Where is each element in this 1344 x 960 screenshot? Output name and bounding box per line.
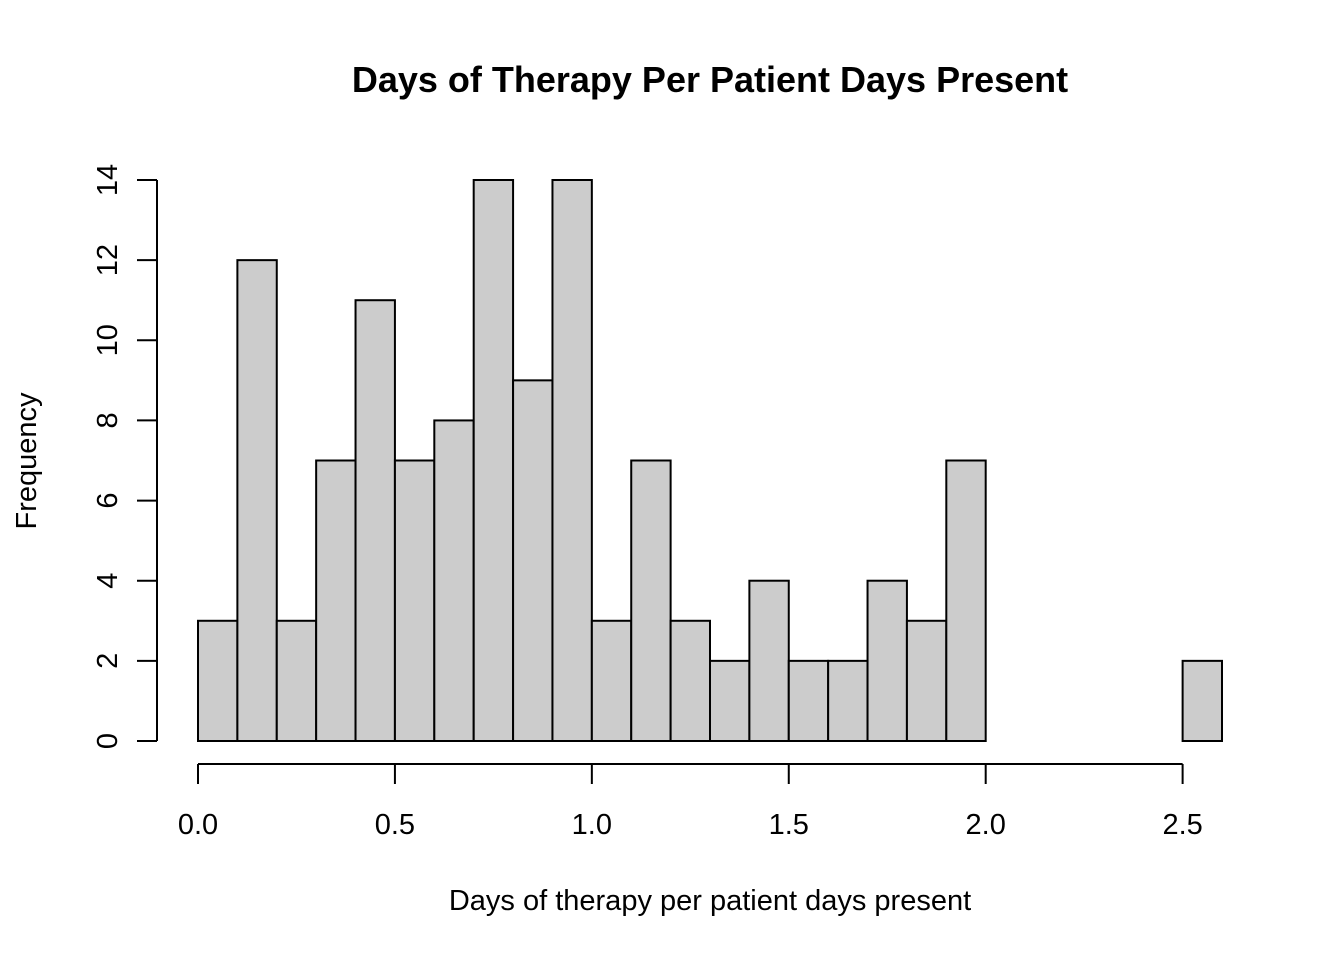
histogram-bar — [275, 619, 318, 742]
histogram-bar — [709, 659, 751, 742]
histogram-bar — [787, 659, 830, 742]
y-tick-label: 6 — [92, 493, 124, 509]
y-tick-label: 14 — [92, 164, 124, 196]
histogram-bar — [905, 619, 948, 742]
histogram-bar — [512, 379, 554, 742]
histogram-bar — [630, 459, 672, 742]
x-tick-label: 0.5 — [375, 809, 415, 841]
x-tick-label: 1.0 — [572, 809, 612, 841]
histogram-bar — [393, 459, 436, 742]
bars-group — [197, 179, 1223, 743]
x-tick-label: 1.5 — [769, 809, 809, 841]
x-axis-label: Days of therapy per patient days present — [449, 885, 971, 917]
chart-title: Days of Therapy Per Patient Days Present — [352, 59, 1068, 100]
histogram-bar — [590, 619, 633, 742]
histogram-bar — [315, 459, 357, 742]
histogram-bar — [748, 579, 790, 743]
histogram-bar — [472, 179, 515, 742]
histogram-bar — [827, 659, 869, 742]
y-tick-label: 10 — [92, 324, 124, 356]
histogram-bar — [197, 619, 239, 742]
x-axis: 0.0 0.5 1.0 1.5 2.0 2.5 — [178, 763, 1203, 841]
y-tick-label: 2 — [92, 653, 124, 669]
y-axis: 0 2 4 6 8 10 12 14 — [92, 164, 158, 749]
y-axis-label: Frequency — [11, 392, 43, 530]
histogram-bar — [866, 579, 908, 743]
histogram-bar — [1181, 659, 1223, 742]
y-tick-label: 4 — [92, 573, 124, 589]
histogram-bar — [236, 259, 278, 742]
y-tick-label: 8 — [92, 412, 124, 428]
x-tick-label: 0.0 — [178, 809, 218, 841]
histogram-bar — [551, 179, 593, 742]
y-tick-label: 12 — [92, 244, 124, 276]
x-tick-label: 2.0 — [966, 809, 1006, 841]
x-tick-label: 2.5 — [1162, 809, 1202, 841]
histogram-bar — [669, 619, 711, 742]
histogram-bar — [433, 419, 475, 742]
histogram-bar — [945, 459, 987, 742]
histogram-bar — [354, 299, 396, 742]
y-tick-label: 0 — [92, 733, 124, 749]
